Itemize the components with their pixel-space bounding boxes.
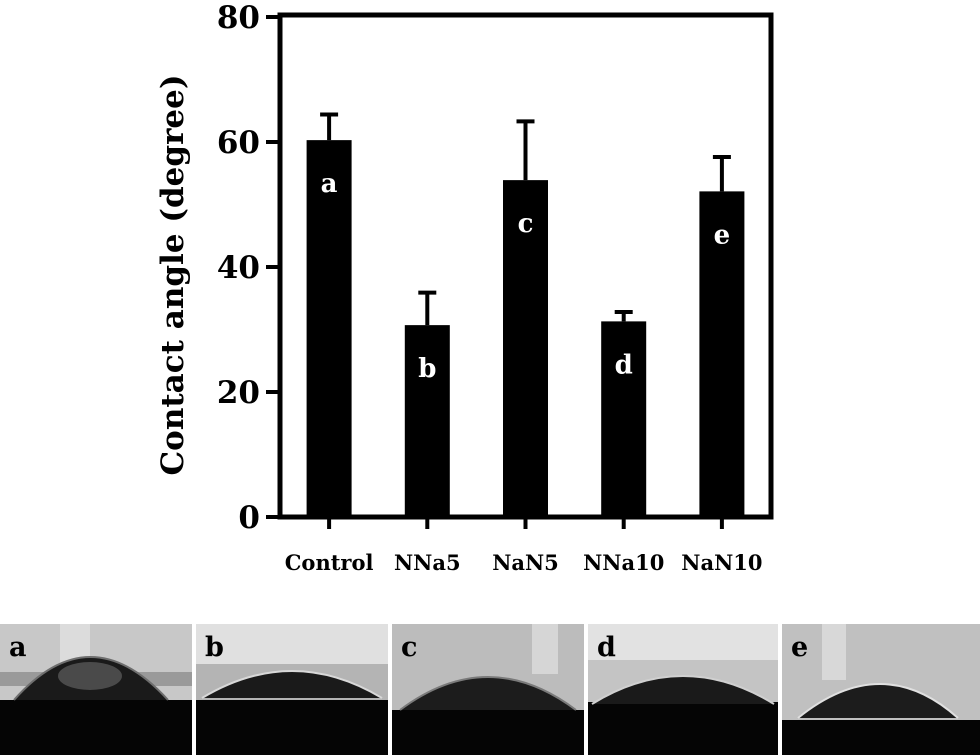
droplet-photo-strip: a b c d	[0, 624, 980, 755]
bar-letter-label: e	[714, 220, 731, 250]
droplet-photo-e: e	[782, 624, 980, 755]
bar-letter-label: c	[518, 209, 534, 239]
droplet-photo-c: c	[392, 624, 584, 755]
bar-letter-label: d	[615, 350, 633, 380]
y-axis-label: Contact angle (degree)	[155, 74, 191, 475]
y-tick-label: 80	[217, 0, 260, 36]
x-tick-label: NNa5	[394, 550, 461, 575]
y-tick-label: 40	[217, 250, 260, 286]
droplet-photo-a: a	[0, 624, 192, 755]
droplet-photo-b: b	[196, 624, 388, 755]
bar-nan5	[503, 180, 548, 517]
bar-nna10	[601, 321, 647, 517]
photo-label: c	[401, 632, 418, 663]
contact-angle-bar-chart: 0 20 40 60 80 a b c d e Control NNa5 NaN5 NNa10 NaN1…	[155, 0, 774, 575]
photo-label: a	[9, 632, 27, 663]
bar-letter-label: a	[321, 169, 338, 199]
bar-control	[306, 140, 352, 517]
y-tick-label: 0	[238, 500, 260, 536]
x-tick-label: NaN5	[492, 550, 559, 575]
photo-label: d	[597, 632, 616, 663]
bar-nna5	[404, 325, 450, 517]
x-tick-label: Control	[285, 550, 374, 575]
photo-label: e	[791, 632, 809, 663]
droplet-photo-d: d	[588, 624, 778, 755]
bar-nan10	[699, 191, 745, 517]
x-tick-label: NNa10	[583, 550, 664, 575]
x-tick-label: NaN10	[681, 550, 762, 575]
y-tick-label: 60	[217, 125, 260, 161]
photo-label: b	[205, 632, 224, 663]
bar-letter-label: b	[418, 354, 436, 384]
y-tick-label: 20	[217, 375, 260, 411]
